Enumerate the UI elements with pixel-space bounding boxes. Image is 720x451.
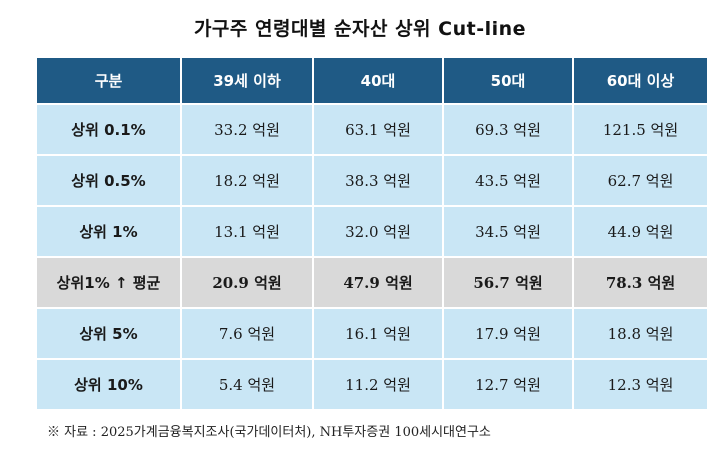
header-60-plus: 60대 이상	[572, 56, 709, 105]
table-cell: 43.5 억원	[442, 154, 574, 207]
header-50s: 50대	[442, 56, 574, 105]
table-cell: 20.9 억원	[180, 256, 314, 309]
row-label: 상위 0.1%	[35, 103, 182, 156]
cutline-table: 구분 39세 이하 40대 50대 60대 이상 상위 0.1% 33.2 억원…	[35, 56, 709, 411]
table-row: 상위 0.1% 33.2 억원 63.1 억원 69.3 억원 121.5 억원	[35, 103, 709, 156]
table-header-row: 구분 39세 이하 40대 50대 60대 이상	[35, 56, 709, 105]
table-row: 상위 1% 13.1 억원 32.0 억원 34.5 억원 44.9 억원	[35, 205, 709, 258]
table-cell: 5.4 억원	[180, 358, 314, 411]
header-under-39: 39세 이하	[180, 56, 314, 105]
page-title: 가구주 연령대별 순자산 상위 Cut-line	[193, 18, 527, 40]
source-note: ※ 자료 : 2025가계금융복지조사(국가데이터처), NH투자증권 100세…	[47, 425, 491, 440]
row-label: 상위 5%	[35, 307, 182, 360]
table-cell: 38.3 억원	[312, 154, 444, 207]
row-label: 상위 1%	[35, 205, 182, 258]
table-cell: 16.1 억원	[312, 307, 444, 360]
table-cell: 56.7 억원	[442, 256, 574, 309]
table-cell: 13.1 억원	[180, 205, 314, 258]
header-40s: 40대	[312, 56, 444, 105]
table-cell: 12.7 억원	[442, 358, 574, 411]
table-row: 상위 10% 5.4 억원 11.2 억원 12.7 억원 12.3 억원	[35, 358, 709, 411]
table-cell: 18.8 억원	[572, 307, 709, 360]
table-cell: 32.0 억원	[312, 205, 444, 258]
table-cell: 17.9 억원	[442, 307, 574, 360]
header-category: 구분	[35, 56, 182, 105]
table-cell: 34.5 억원	[442, 205, 574, 258]
table-cell: 78.3 억원	[572, 256, 709, 309]
table-cell: 33.2 억원	[180, 103, 314, 156]
table-cell: 62.7 억원	[572, 154, 709, 207]
table-cell: 69.3 억원	[442, 103, 574, 156]
table-cell: 47.9 억원	[312, 256, 444, 309]
table-cell: 63.1 억원	[312, 103, 444, 156]
table-row-average: 상위1% ↑ 평균 20.9 억원 47.9 억원 56.7 억원 78.3 억…	[35, 256, 709, 309]
table-cell: 7.6 억원	[180, 307, 314, 360]
table-cell: 121.5 억원	[572, 103, 709, 156]
row-label: 상위1% ↑ 평균	[35, 256, 182, 309]
table-row: 상위 5% 7.6 억원 16.1 억원 17.9 억원 18.8 억원	[35, 307, 709, 360]
row-label: 상위 0.5%	[35, 154, 182, 207]
table-row: 상위 0.5% 18.2 억원 38.3 억원 43.5 억원 62.7 억원	[35, 154, 709, 207]
table-cell: 12.3 억원	[572, 358, 709, 411]
table-cell: 11.2 억원	[312, 358, 444, 411]
table-cell: 18.2 억원	[180, 154, 314, 207]
table-cell: 44.9 억원	[572, 205, 709, 258]
row-label: 상위 10%	[35, 358, 182, 411]
